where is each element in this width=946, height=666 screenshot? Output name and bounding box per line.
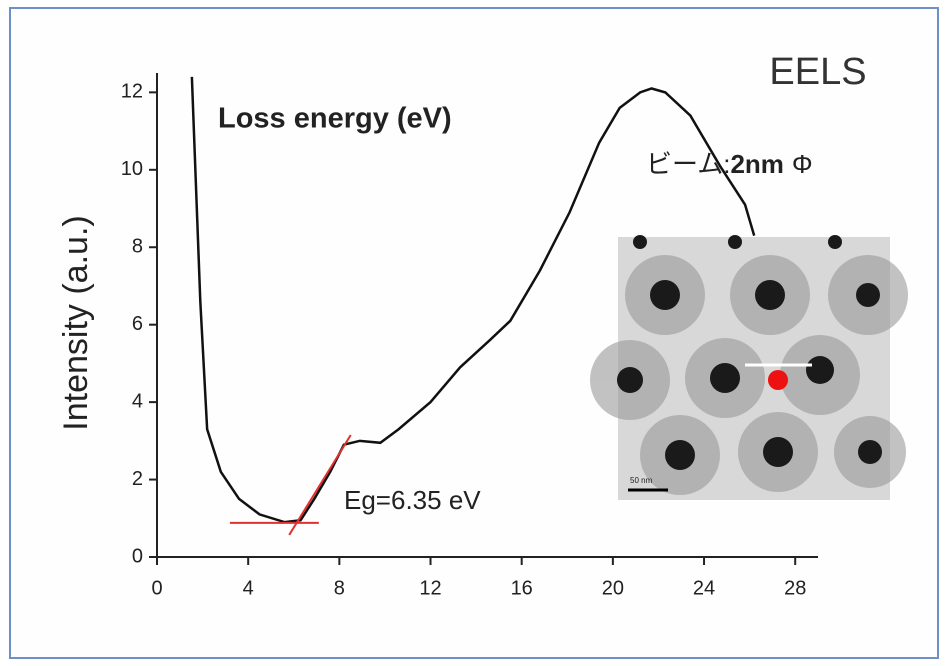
x-tick-label: 20 xyxy=(602,577,624,599)
x-tick-label: 28 xyxy=(784,577,806,599)
inset-image: 50 nm xyxy=(590,235,908,500)
chart: Loss energy (eV) Intensity (a.u.) EELS ビ… xyxy=(0,0,946,666)
y-tick-label: 2 xyxy=(132,468,143,490)
beam-symbol: Φ xyxy=(792,149,813,179)
x-tick-label: 4 xyxy=(243,577,254,599)
x-tick-label: 0 xyxy=(151,577,162,599)
beam-size: 2nm xyxy=(730,149,783,179)
y-tick-label: 12 xyxy=(121,81,143,103)
y-tick-label: 10 xyxy=(121,158,143,180)
y-tick-label: 8 xyxy=(132,236,143,258)
y-axis-label: Intensity (a.u.) xyxy=(57,215,95,430)
x-tick-label: 8 xyxy=(334,577,345,599)
chart-title: EELS xyxy=(769,51,866,93)
inset-scale: 50 nm xyxy=(630,476,653,485)
x-tick-label: 16 xyxy=(511,577,533,599)
x-tick-label: 12 xyxy=(419,577,441,599)
x-axis-label: Loss energy (eV) xyxy=(218,103,452,135)
y-tick-label: 6 xyxy=(132,313,143,335)
y-tick-label: 0 xyxy=(132,545,143,567)
beam-spot xyxy=(768,370,788,390)
y-tick-label: 4 xyxy=(132,390,143,412)
annotation: Eg=6.35 eV xyxy=(344,485,481,515)
x-tick-label: 24 xyxy=(693,577,715,599)
